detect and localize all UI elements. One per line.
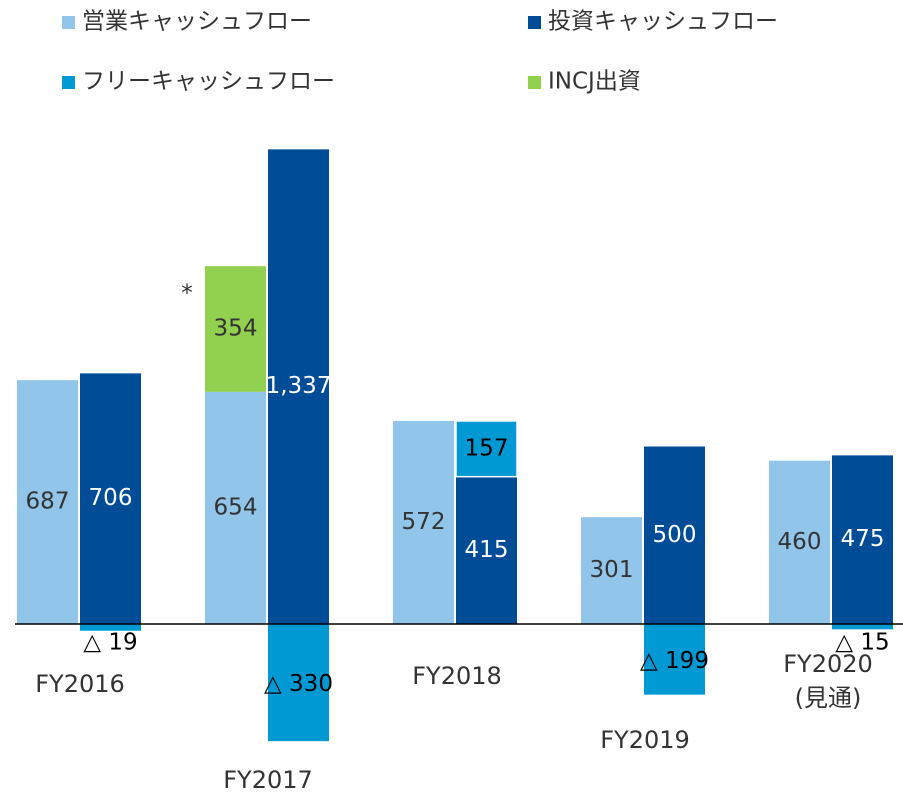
bar bbox=[832, 455, 893, 624]
bar bbox=[769, 460, 830, 624]
value-label: 475 bbox=[841, 526, 885, 552]
legend-swatch bbox=[62, 16, 75, 29]
bar bbox=[832, 624, 893, 630]
legend-swatch bbox=[62, 76, 75, 89]
bar bbox=[581, 517, 642, 624]
value-label: 654 bbox=[214, 494, 258, 520]
bar bbox=[268, 149, 329, 625]
bar bbox=[644, 446, 705, 624]
value-label: 572 bbox=[402, 509, 446, 535]
bar bbox=[393, 420, 454, 624]
bar bbox=[268, 624, 329, 742]
legend-label: INCJ出資 bbox=[548, 69, 641, 95]
value-label: △ 19 bbox=[83, 630, 137, 656]
bar bbox=[80, 373, 141, 624]
value-label: 1,337 bbox=[266, 373, 332, 399]
bar bbox=[205, 266, 266, 392]
value-label: 301 bbox=[590, 557, 634, 583]
value-label: 157 bbox=[465, 435, 509, 461]
value-label: △ 199 bbox=[640, 648, 709, 674]
legend-label: 営業キャッシュフロー bbox=[82, 9, 312, 35]
value-label: 687 bbox=[26, 489, 70, 515]
x-tick-label: FY2019 bbox=[600, 726, 690, 754]
x-tick-label: FY2017 bbox=[223, 766, 313, 794]
bar bbox=[80, 624, 141, 631]
value-label: 500 bbox=[653, 522, 697, 548]
x-tick-label: FY2018 bbox=[412, 662, 502, 690]
value-label: 354 bbox=[214, 315, 258, 341]
bar bbox=[455, 420, 518, 478]
legend-swatch bbox=[528, 76, 541, 89]
legend-swatch bbox=[528, 16, 541, 29]
legend-label: 投資キャッシュフロー bbox=[548, 9, 778, 35]
value-label: △ 330 bbox=[264, 671, 333, 697]
bar bbox=[205, 391, 266, 624]
legend-label: フリーキャッシュフロー bbox=[82, 69, 335, 95]
bar bbox=[644, 624, 705, 695]
x-tick-label: FY2016 bbox=[35, 670, 125, 698]
value-label: 415 bbox=[465, 537, 509, 563]
value-label: 460 bbox=[778, 529, 822, 555]
bar bbox=[17, 380, 78, 624]
value-label: 706 bbox=[89, 485, 133, 511]
x-tick-label: FY2020 (見通) bbox=[783, 650, 873, 712]
bar bbox=[456, 476, 517, 624]
annotation: * bbox=[181, 281, 193, 307]
value-label: △ 15 bbox=[835, 630, 889, 656]
